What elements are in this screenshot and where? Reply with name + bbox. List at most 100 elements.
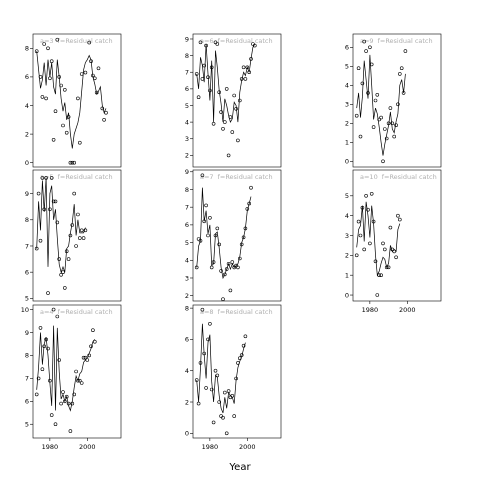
data-point [96,66,101,71]
data-point [44,337,48,342]
panel-frame [32,304,122,439]
y-tick-label: 6 [185,221,189,229]
data-point [232,265,236,270]
data-point [211,420,216,425]
data-point [76,378,80,383]
y-tick-label: 5 [345,63,349,71]
data-point [399,66,404,70]
y-tick-label: 7 [185,203,189,211]
data-point [366,207,370,212]
y-tick-label: 7 [25,375,29,383]
y-tick-label: 6 [25,73,29,81]
data-point [245,207,250,211]
y-tick-label: 5 [25,295,29,303]
panel-frame [192,304,282,439]
y-tick-label: 4 [345,82,349,90]
panel-age-label: a=5 [40,173,54,181]
data-point [91,73,95,78]
data-point [364,49,368,53]
data-point [42,42,47,46]
y-tick-label: 5 [25,421,29,429]
data-point [48,76,52,81]
data-point [198,361,203,365]
data-point [78,236,82,240]
data-point [219,414,223,418]
data-point [85,358,90,362]
data-point [392,134,397,139]
data-point [209,65,214,70]
panel-age-label: a=3 [40,37,54,45]
data-point [74,369,78,374]
panel-strip-label: a=6 f=Residual catch [200,37,273,45]
data-point [72,191,76,196]
data-point [194,378,199,382]
data-point [217,400,221,404]
data-point [382,127,387,131]
y-tick-label: 2 [185,292,189,300]
data-point [217,242,221,247]
data-point [44,96,48,101]
panel-a-7: 2 3 4 5 6 7 8 9 a=7 f=Residual catch [185,168,282,302]
y-tick-label: 9 [185,35,189,43]
fitted-series-line [36,51,107,149]
data-point [226,389,231,393]
data-point [83,228,88,233]
data-point [253,43,257,48]
data-point [87,40,91,45]
data-point [57,358,62,362]
y-tick-label: 3 [185,274,189,282]
data-point [66,401,71,406]
data-point [232,414,236,418]
data-point [40,176,45,180]
data-point [51,138,56,142]
data-point [371,125,376,129]
data-point [394,123,398,127]
panel-a-5: 5 6 7 8 9 a=5 f=Residual catch [25,169,122,303]
data-point [72,392,76,397]
data-point [373,259,378,264]
data-point [213,233,218,238]
data-point [356,219,361,224]
panel-series-label: f=Residual catch [58,37,113,45]
data-point [46,46,50,51]
y-tick-label: 8 [185,186,189,194]
data-point [51,199,56,204]
data-point [40,367,45,372]
panel-frame [192,169,282,302]
y-tick-label: 8 [25,216,29,224]
panel-a-9: 0 1 2 3 4 5 6 a=9 f=Residual catch [345,33,442,168]
data-point [46,346,50,351]
y-tick-label: 5 [345,192,349,200]
panel-age-label: a=9 [360,37,374,45]
data-point [34,246,39,251]
data-point [239,242,244,247]
panel-series-label: f=Residual catch [58,308,113,316]
data-point [396,102,400,107]
data-point [83,70,88,75]
y-tick-label: 7 [25,242,29,250]
panel-frame [32,169,122,302]
data-point [224,87,229,91]
data-point [196,237,201,241]
data-point [70,223,75,227]
y-tick-label: 3 [345,232,349,240]
data-point [61,270,65,275]
data-point [78,140,82,145]
data-point [59,83,63,88]
y-tick-label: 8 [185,52,189,60]
data-point [49,413,54,417]
data-point [375,293,380,297]
y-tick-label: 4 [25,102,29,110]
data-point [368,241,372,246]
data-point [221,297,225,302]
data-point [53,109,58,113]
panel-age-label: a=4 [40,308,54,316]
data-point [360,81,365,86]
data-point [223,272,227,277]
data-point [247,70,251,74]
data-point [238,98,242,103]
data-point [401,91,406,95]
panel-a-8: 0 2 4 6 8 1980 2000 a=8 f=Residual catch [185,304,282,451]
data-point [44,176,48,180]
panel-frame [32,33,122,168]
